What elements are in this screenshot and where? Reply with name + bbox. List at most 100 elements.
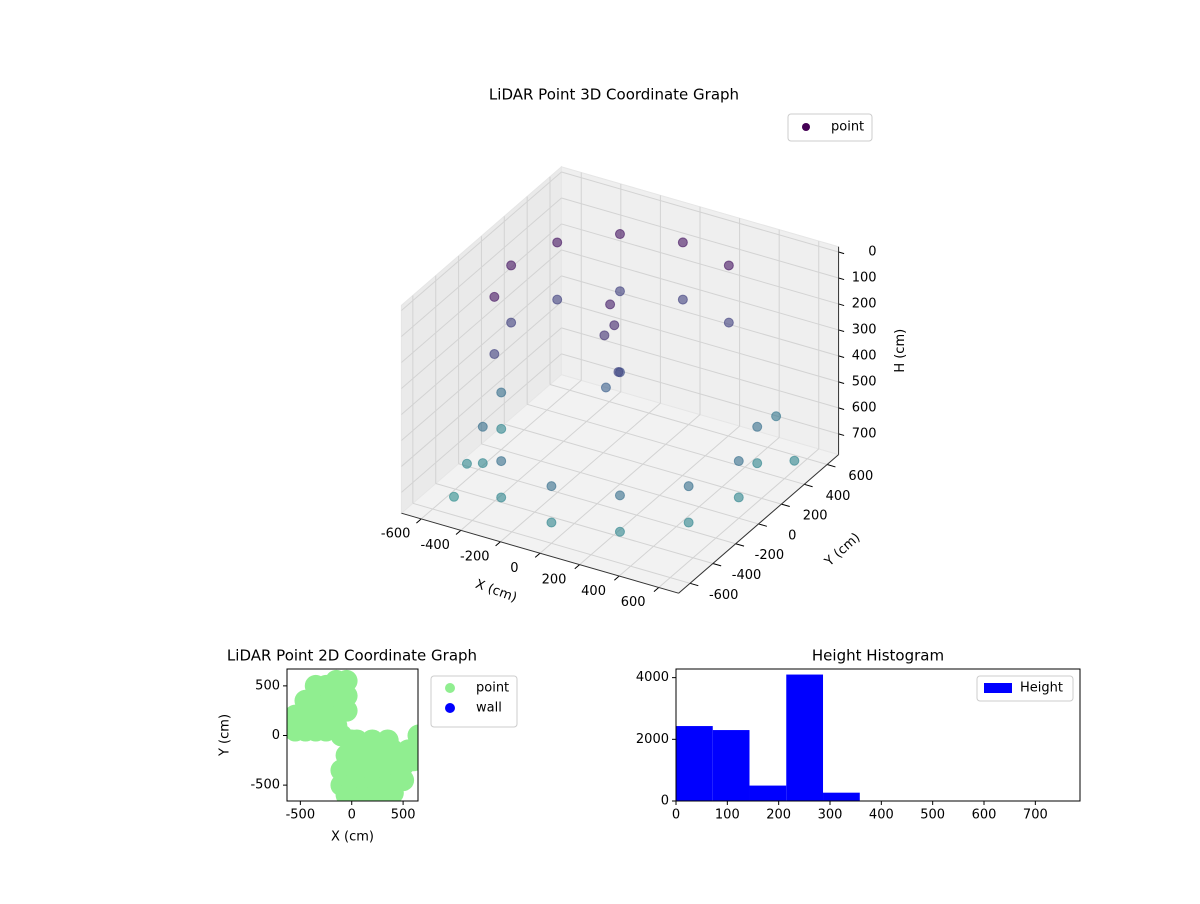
point (402, 749, 418, 772)
z-tick-label: 500 (852, 374, 877, 389)
point (614, 490, 625, 501)
point (613, 366, 624, 377)
point (614, 286, 625, 297)
y-tick-label: -500 (250, 778, 280, 793)
legend-box (976, 675, 1074, 702)
grid-line (481, 443, 759, 525)
grid-line (561, 249, 839, 331)
grid-line (401, 223, 562, 363)
tick-mark (653, 587, 660, 593)
tick-mark (689, 582, 699, 587)
grid-line (527, 403, 805, 485)
x-tick-label: 400 (869, 808, 894, 823)
point (677, 237, 688, 248)
point (605, 299, 616, 310)
tick-mark (455, 529, 462, 535)
y-tick-label: 0 (272, 728, 280, 743)
chart-title: LiDAR Point 2D Coordinate Graph (227, 647, 477, 665)
x-tick-label: -400 (420, 538, 450, 553)
point (723, 260, 734, 271)
z-tick-label: 100 (852, 270, 877, 285)
bar (712, 730, 750, 801)
point (496, 456, 507, 467)
x-tick-label: 700 (1023, 808, 1048, 823)
tick-mark (838, 381, 845, 384)
grid-line (401, 171, 562, 311)
y-tick-label: 0 (788, 528, 796, 543)
z-tick-label: 600 (852, 400, 877, 415)
bar (786, 674, 824, 801)
tick-mark (804, 483, 813, 488)
point (677, 294, 688, 305)
y-axis-label: Y (cm) (218, 714, 233, 757)
bar (823, 792, 860, 801)
point (609, 320, 620, 331)
tick-mark (838, 407, 845, 410)
tick-mark (838, 433, 845, 436)
grid-line (401, 275, 562, 415)
point (614, 526, 625, 537)
tick-mark (416, 518, 422, 524)
grid-line (561, 327, 839, 409)
tick-mark (574, 564, 580, 570)
x-tick-label: 200 (542, 572, 567, 587)
tick-mark (735, 543, 745, 547)
x-tick-label: -500 (286, 808, 316, 823)
bar (749, 785, 787, 801)
x-tick-label: -600 (381, 527, 411, 542)
grid-line (549, 384, 828, 466)
point (614, 229, 625, 240)
x-tick-label: -200 (460, 550, 490, 565)
point (552, 294, 563, 305)
y-tick-label: 600 (848, 469, 873, 484)
legend-label: point (476, 681, 509, 696)
z-axis-label: H (cm) (893, 329, 908, 373)
x-axis-label: X (cm) (331, 830, 374, 845)
tick-mark (826, 464, 836, 468)
legend-marker (802, 123, 810, 131)
x-tick-label: 500 (920, 808, 945, 823)
y-tick-label: 400 (826, 489, 851, 504)
legend-label: Height (1020, 681, 1063, 696)
point (448, 491, 459, 502)
y-tick-label: -400 (732, 568, 762, 583)
x-tick-label: 500 (391, 808, 416, 823)
tick-mark (838, 277, 845, 281)
grid-line (561, 353, 839, 435)
bar (676, 726, 713, 801)
x-tick-label: 0 (348, 808, 356, 823)
x-tick-label: 600 (621, 595, 646, 610)
tick-mark (838, 355, 845, 358)
tick-mark (534, 552, 541, 558)
point (789, 455, 800, 466)
point (407, 724, 418, 747)
y-tick-label: -600 (709, 588, 739, 603)
chart-title: Height Histogram (812, 647, 944, 665)
x-tick-label: 300 (818, 808, 843, 823)
x-tick-label: 0 (672, 808, 680, 823)
tick-mark (838, 329, 845, 333)
x-axis-label: X (cm) (473, 577, 519, 606)
point (381, 782, 404, 801)
grid-line (412, 502, 691, 584)
y-tick-label: 4000 (636, 670, 669, 685)
grid-line (561, 197, 839, 279)
z-tick-label: 700 (852, 426, 877, 441)
legend-label: point (831, 120, 864, 135)
legend-box (787, 113, 873, 142)
tick-mark (614, 575, 620, 581)
y-axis-label: Y (cm) (821, 530, 863, 570)
tick-mark (838, 251, 845, 255)
point (461, 458, 472, 469)
grid-line (561, 171, 839, 253)
z-tick-label: 400 (852, 348, 877, 363)
point (546, 481, 557, 492)
grid-line (401, 327, 562, 467)
tick-mark (495, 541, 501, 547)
grid-line (401, 301, 562, 441)
grid-line (401, 249, 562, 389)
y-axis-line (678, 454, 839, 594)
z-tick-label: 300 (852, 322, 877, 337)
grid-line (561, 301, 839, 383)
